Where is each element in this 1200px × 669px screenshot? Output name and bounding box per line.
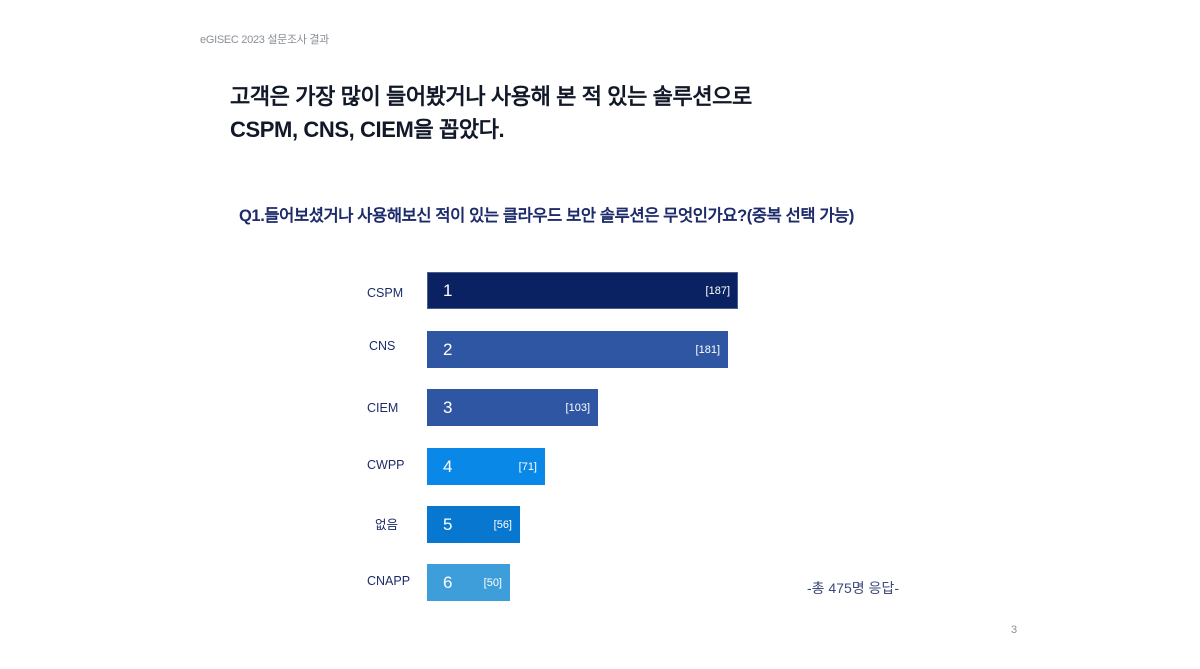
bar-value-label: [103] xyxy=(565,401,590,414)
chart-title: Q1.들어보셨거나 사용해보신 적이 있는 클라우드 보안 솔루션은 무엇인가요… xyxy=(239,207,855,225)
total-responses-annotation: -총 475명 응답- xyxy=(807,580,899,596)
bar: 4 [71] xyxy=(427,448,545,485)
bar: 3 [103] xyxy=(427,389,598,426)
bar-rank-label: 3 xyxy=(443,397,453,417)
page-headline: 고객은 가장 많이 들어봤거나 사용해 본 적 있는 솔루션으로 CSPM, C… xyxy=(230,80,752,146)
category-label: CSPM xyxy=(367,286,404,300)
bar: 2 [181] xyxy=(427,331,728,368)
bar-rank-label: 1 xyxy=(443,280,453,300)
bar-rank-label: 2 xyxy=(443,339,453,359)
bar-value-label: [187] xyxy=(705,284,730,297)
bar-rank-label: 4 xyxy=(443,456,453,476)
bar-value-label: [56] xyxy=(493,518,512,531)
category-label: CIEM xyxy=(367,401,399,415)
bar: 5 [56] xyxy=(427,506,520,543)
report-header: eGISEC 2023 설문조사 결과 xyxy=(200,34,330,46)
category-label: 없음 xyxy=(375,518,399,532)
category-label: CNAPP xyxy=(367,574,411,588)
bar-value-label: [71] xyxy=(518,460,537,473)
headline-line-2: CSPM, CNS, CIEM을 꼽았다. xyxy=(230,117,505,142)
page-number: 3 xyxy=(1011,624,1018,636)
bar-rank-label: 5 xyxy=(443,514,453,534)
bar-value-label: [181] xyxy=(695,343,720,356)
headline-line-1: 고객은 가장 많이 들어봤거나 사용해 본 적 있는 솔루션으로 xyxy=(230,84,752,109)
bar: 1 [187] xyxy=(427,272,738,309)
category-label: CWPP xyxy=(367,458,405,472)
bar-value-label: [50] xyxy=(483,576,502,589)
bar-rank-label: 6 xyxy=(443,572,453,592)
bar: 6 [50] xyxy=(427,564,510,601)
category-label: CNS xyxy=(369,339,396,353)
